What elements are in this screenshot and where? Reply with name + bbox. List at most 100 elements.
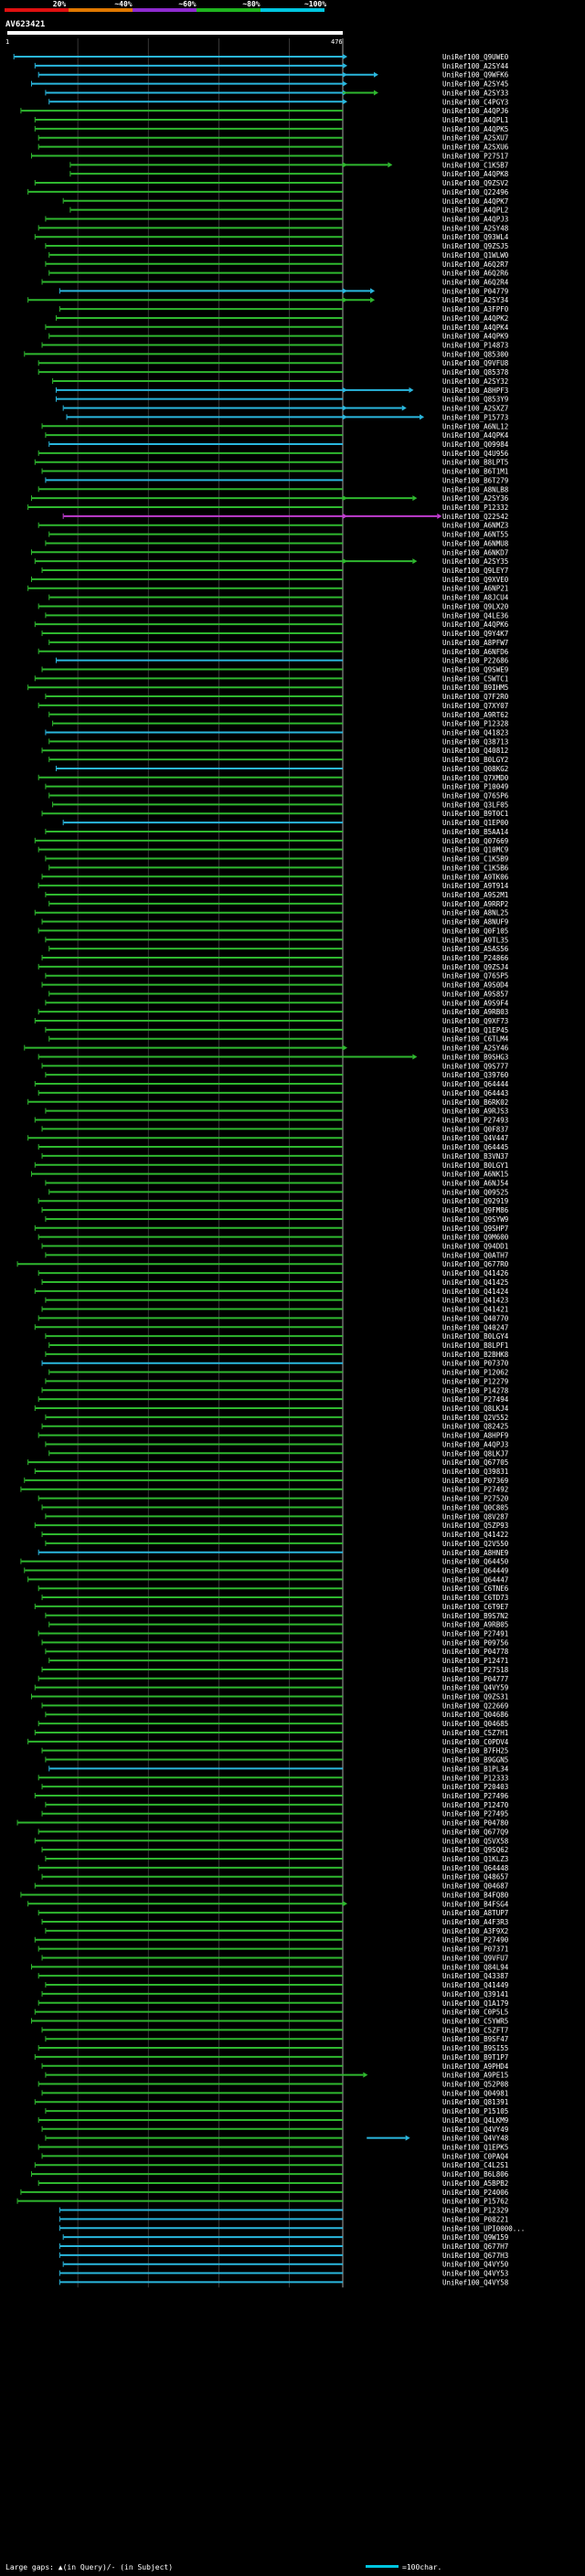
hit-label[interactable]: UniRef100_Q2V550 [442,1540,509,1548]
hit-label[interactable]: UniRef100_Q4VY53 [442,2270,508,2278]
hit-label[interactable]: UniRef100_UPI0000... [442,2224,525,2232]
hit-label[interactable]: UniRef100_A2SY32 [442,377,508,386]
hit-label[interactable]: UniRef100_P22686 [442,657,509,665]
hit-label[interactable]: UniRef100_Q9FM86 [442,1206,509,1214]
hit-label[interactable]: UniRef100_P27495 [442,1810,508,1818]
hit-label[interactable]: UniRef100_P24866 [442,954,509,962]
hit-label[interactable]: UniRef100_Q64444 [442,1080,509,1088]
hit-label[interactable]: UniRef100_A8PFW7 [442,639,508,647]
hit-label[interactable]: UniRef100_A2SY36 [442,494,509,503]
hit-label[interactable]: UniRef100_Q40247 [442,1323,508,1331]
hit-label[interactable]: UniRef100_Q22669 [442,1701,508,1710]
hit-label[interactable]: UniRef100_Q64449 [442,1566,508,1574]
hit-label[interactable]: UniRef100_C1K5B9 [442,855,508,864]
hit-label[interactable]: UniRef100_Q08KG2 [442,765,508,773]
hit-label[interactable]: UniRef100_Q0F105 [442,927,508,935]
hit-label[interactable]: UniRef100_Q22542 [442,513,508,521]
hit-label[interactable]: UniRef100_B8LPF1 [442,1341,508,1350]
hit-label[interactable]: UniRef100_P04778 [442,1648,509,1656]
hit-label[interactable]: UniRef100_Q9WFK6 [442,71,509,80]
hit-label[interactable]: UniRef100_A6NKD7 [442,548,508,557]
hit-label[interactable]: UniRef100_A6NK15 [442,1171,508,1179]
hit-label[interactable]: UniRef100_Q9S777 [442,1062,508,1070]
hit-label[interactable]: UniRef100_B5AA14 [442,828,509,836]
hit-label[interactable]: UniRef100_Q9VFU8 [442,359,509,367]
hit-label[interactable]: UniRef100_P27496 [442,1792,509,1800]
hit-label[interactable]: UniRef100_Q1EPK5 [442,2144,508,2152]
hit-label[interactable]: UniRef100_Q64445 [442,1143,508,1151]
hit-label[interactable]: UniRef100_Q9VFU7 [442,1954,508,1962]
hit-label[interactable]: UniRef100_P09756 [442,1638,509,1647]
hit-label[interactable]: UniRef100_Q93WL4 [442,233,509,241]
hit-label[interactable]: UniRef100_Q22496 [442,188,509,196]
hit-label[interactable]: UniRef100_P12470 [442,1801,509,1809]
hit-label[interactable]: UniRef100_Q81391 [442,2098,508,2106]
hit-label[interactable]: UniRef100_P04779 [442,287,508,295]
hit-label[interactable]: UniRef100_Q39831 [442,1468,508,1476]
hit-label[interactable]: UniRef100_Q9XF73 [442,1017,508,1025]
hit-label[interactable]: UniRef100_P27520 [442,1495,509,1503]
hit-label[interactable]: UniRef100_Q9W159 [442,2233,508,2242]
hit-label[interactable]: UniRef100_P04780 [442,1819,509,1828]
hit-label[interactable]: UniRef100_P27493 [442,1116,508,1124]
hit-label[interactable]: UniRef100_Q0ATH7 [442,1251,508,1259]
hit-label[interactable]: UniRef100_Q64443 [442,1089,508,1097]
hit-label[interactable]: UniRef100_Q4LKM9 [442,2116,508,2125]
hit-label[interactable]: UniRef100_Q04981 [442,2089,508,2097]
hit-label[interactable]: UniRef100_Q765P5 [442,972,508,981]
hit-label[interactable]: UniRef100_P15105 [442,2107,508,2115]
hit-label[interactable]: UniRef100_Q07669 [442,837,508,845]
hit-label[interactable]: UniRef100_Q7XY07 [442,702,508,710]
hit-label[interactable]: UniRef100_Q41424 [442,1288,509,1296]
hit-label[interactable]: UniRef100_P12279 [442,1377,508,1385]
hit-label[interactable]: UniRef100_A6NFD6 [442,648,509,656]
hit-label[interactable]: UniRef100_B6RK02 [442,1098,508,1107]
hit-label[interactable]: UniRef100_C6TLM4 [442,1035,509,1044]
hit-label[interactable]: UniRef100_Q39760 [442,1071,509,1079]
hit-label[interactable]: UniRef100_Q9LEY7 [442,567,508,575]
hit-label[interactable]: UniRef100_Q9ZS31 [442,1693,508,1701]
hit-label[interactable]: UniRef100_Q677H7 [442,2242,508,2251]
hit-label[interactable]: UniRef100_A2SY45 [442,80,508,89]
hit-label[interactable]: UniRef100_A9TK06 [442,873,509,881]
hit-label[interactable]: UniRef100_Q677H3 [442,2252,508,2260]
hit-label[interactable]: UniRef100_B9SHG3 [442,1053,508,1061]
hit-label[interactable]: UniRef100_P15773 [442,413,508,421]
hit-label[interactable]: UniRef100_Q0F837 [442,1125,508,1133]
hit-label[interactable]: UniRef100_A4QPK8 [442,170,509,178]
hit-label[interactable]: UniRef100_C1K5B7 [442,161,508,169]
hit-label[interactable]: UniRef100_C5ZFT7 [442,2026,508,2034]
hit-label[interactable]: UniRef100_Q82425 [442,1423,508,1431]
hit-label[interactable]: UniRef100_A4F3R3 [442,1918,508,1926]
hit-label[interactable]: UniRef100_A9S0D4 [442,981,509,990]
hit-label[interactable]: UniRef100_B7FH25 [442,1747,508,1755]
hit-label[interactable]: UniRef100_P24006 [442,2189,509,2197]
hit-label[interactable]: UniRef100_B0LGY2 [442,756,508,764]
hit-label[interactable]: UniRef100_Q9ZSV2 [442,179,508,187]
hit-label[interactable]: UniRef100_Q3LF05 [442,800,508,809]
hit-label[interactable]: UniRef100_Q41449 [442,1981,508,1989]
hit-label[interactable]: UniRef100_A2SXZ7 [442,405,508,413]
hit-label[interactable]: UniRef100_P27490 [442,1936,509,1945]
hit-label[interactable]: UniRef100_Q10MC9 [442,846,508,854]
hit-label[interactable]: UniRef100_A6NMU8 [442,539,509,547]
hit-label[interactable]: UniRef100_P12333 [442,1774,508,1782]
hit-label[interactable]: UniRef100_A2SY34 [442,296,509,304]
hit-label[interactable]: UniRef100_Q09525 [442,1188,508,1196]
hit-label[interactable]: UniRef100_Q64448 [442,1864,509,1872]
hit-label[interactable]: UniRef100_A9RJS3 [442,1108,508,1116]
hit-label[interactable]: UniRef100_Q04687 [442,1882,508,1891]
hit-label[interactable]: UniRef100_Q92919 [442,1197,508,1205]
hit-label[interactable]: UniRef100_Q765P6 [442,792,509,800]
hit-label[interactable]: UniRef100_Q9LX20 [442,602,509,610]
hit-label[interactable]: UniRef100_A9RB03 [442,1008,508,1016]
hit-label[interactable]: UniRef100_P08221 [442,2215,508,2223]
hit-label[interactable]: UniRef100_Q8LKJ7 [442,1449,508,1458]
hit-label[interactable]: UniRef100_Q41421 [442,1306,508,1314]
hit-label[interactable]: UniRef100_A9S857 [442,990,508,998]
hit-label[interactable]: UniRef100_Q64450 [442,1558,509,1566]
hit-label[interactable]: UniRef100_B0LGY1 [442,1161,508,1170]
hit-label[interactable]: UniRef100_B4FSG4 [442,1900,509,1908]
hit-label[interactable]: UniRef100_Q9SWE9 [442,665,508,673]
hit-label[interactable]: UniRef100_A4QPK2 [442,314,508,323]
